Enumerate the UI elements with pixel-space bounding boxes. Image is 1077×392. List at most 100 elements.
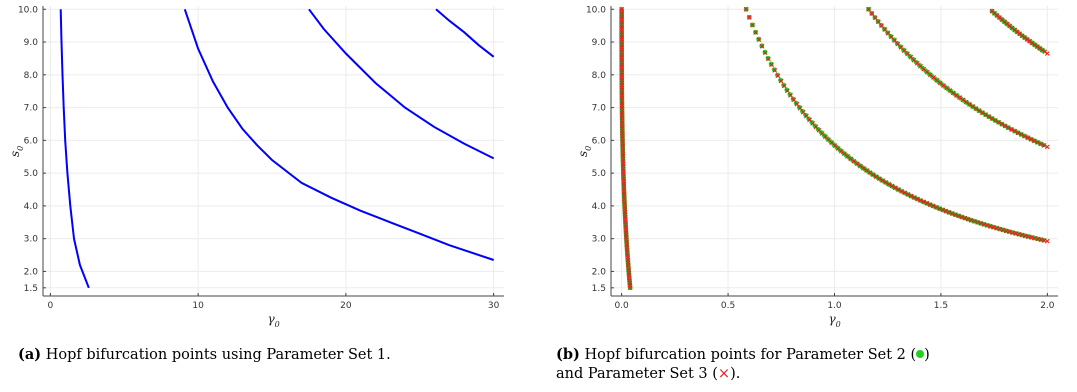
b-point-x bbox=[899, 188, 904, 194]
b-point-x bbox=[978, 220, 984, 226]
b-point-x bbox=[1000, 227, 1006, 233]
b-point-x bbox=[1035, 140, 1040, 145]
b-point-x bbox=[775, 73, 781, 79]
b-point-x bbox=[921, 199, 927, 205]
b-point-x bbox=[1042, 49, 1048, 55]
b-point-x bbox=[1032, 138, 1037, 144]
b-point-x bbox=[999, 121, 1005, 127]
b-point-x bbox=[902, 190, 908, 196]
b-point-x bbox=[1028, 137, 1034, 142]
b-point-x bbox=[949, 211, 955, 216]
a-y-tick-label: 10.0 bbox=[18, 5, 38, 15]
a-y-tick-label: 4.0 bbox=[24, 202, 39, 212]
a-y-tick-label: 6.0 bbox=[24, 136, 39, 146]
b-point-x bbox=[797, 105, 803, 111]
b-series-2-branch-1 bbox=[619, 6, 633, 291]
a-x-axis-label: γ0 bbox=[268, 312, 280, 329]
b-point-x bbox=[994, 225, 999, 231]
b-point-x bbox=[804, 113, 809, 119]
b-point-x bbox=[973, 106, 979, 111]
b-point-x bbox=[627, 285, 633, 291]
b-point-x bbox=[983, 112, 988, 118]
b-point-x bbox=[1018, 132, 1024, 137]
b-y-tick-label: 5.0 bbox=[592, 169, 607, 179]
b-point-x bbox=[876, 176, 882, 181]
caption-b-text-2: ) bbox=[924, 347, 930, 363]
hopf-chart-parameter-set-1: 0 10 20 30 1.5 2.0 3.0 4.0 5.0 6.0 7.0 8.0 9.0 10.0 γ0… bbox=[8, 5, 504, 329]
b-point-x bbox=[962, 215, 968, 221]
b-point-x bbox=[1034, 44, 1040, 50]
b-y-tick-label: 2.0 bbox=[592, 267, 607, 277]
panel-a: 0 10 20 30 1.5 2.0 3.0 4.0 5.0 6.0 7.0 8.0 9.0 10.0 γ0… bbox=[0, 0, 520, 392]
b-point-x bbox=[870, 172, 876, 177]
b-point-x bbox=[800, 109, 806, 115]
green-dot-icon bbox=[916, 350, 925, 358]
b-x-tick-label: 0.5 bbox=[721, 301, 735, 311]
b-point-x bbox=[883, 180, 889, 185]
b-point-x bbox=[769, 62, 774, 68]
b-point-x bbox=[960, 97, 966, 103]
b-point-x bbox=[867, 170, 873, 175]
b-point-x bbox=[746, 15, 752, 20]
red-x-icon: × bbox=[717, 366, 731, 382]
b-point-x bbox=[888, 34, 894, 40]
a-x-tick-label: 10 bbox=[192, 301, 204, 311]
b-point-x bbox=[861, 165, 866, 171]
caption-b-label: (b) bbox=[556, 346, 580, 363]
b-x-tick-label: 1.0 bbox=[827, 301, 842, 311]
a-series-line-4 bbox=[435, 8, 495, 58]
b-point-x bbox=[968, 217, 974, 223]
b-point-x bbox=[1002, 123, 1008, 129]
b-point-x bbox=[915, 196, 920, 202]
b-x-tick-label: 1.5 bbox=[934, 301, 948, 311]
b-point-x bbox=[1003, 228, 1009, 234]
b-series-2-branch-2 bbox=[743, 6, 1050, 244]
b-point-x bbox=[924, 200, 930, 206]
b-point-x bbox=[947, 88, 953, 93]
a-x-tick-label: 30 bbox=[488, 301, 500, 311]
b-point-x bbox=[857, 163, 863, 169]
b-point-x bbox=[1010, 230, 1015, 235]
b-point-x bbox=[892, 38, 897, 43]
b-point-x bbox=[892, 185, 898, 191]
b-point-x bbox=[866, 6, 871, 12]
b-y-tick-label: 6.0 bbox=[592, 136, 607, 146]
b-point-x bbox=[864, 168, 869, 173]
b-point-x bbox=[791, 97, 797, 103]
b-y-tick-label: 9.0 bbox=[592, 38, 607, 48]
b-point-x bbox=[970, 104, 975, 109]
b-point-x bbox=[869, 11, 875, 16]
b-y-axis-label: s0 bbox=[576, 146, 593, 157]
b-point-x bbox=[992, 118, 998, 123]
b-point-x bbox=[1038, 141, 1044, 147]
caption-b-text-1: Hopf bifurcation points for Parameter Se… bbox=[584, 347, 917, 363]
b-point-x bbox=[972, 218, 977, 224]
b-point-x bbox=[882, 27, 888, 32]
panel-b: 0.0 0.5 1.0 1.5 2.0 1.5 2.0 3.0 4.0 5.0 6.0 7.0 8.0 9… bbox=[556, 0, 1077, 392]
a-y-axis-label: s0 bbox=[8, 146, 25, 157]
b-point-x bbox=[1015, 130, 1021, 136]
b-point-x bbox=[997, 226, 1003, 232]
b-point-x bbox=[781, 83, 787, 89]
b-point-x bbox=[759, 43, 765, 49]
b-series-1-branch-3 bbox=[866, 6, 1046, 148]
b-point-x bbox=[872, 15, 878, 21]
b-point-x bbox=[987, 223, 993, 229]
b-point-x bbox=[885, 30, 891, 36]
b-point-x bbox=[1025, 135, 1031, 141]
b-point-x bbox=[989, 116, 995, 121]
a-series-line-3 bbox=[308, 8, 495, 160]
b-point-x bbox=[979, 110, 985, 115]
b-point-x bbox=[940, 83, 946, 88]
b-point-x bbox=[943, 208, 949, 214]
b-point-x bbox=[996, 119, 1001, 125]
b-point-x bbox=[927, 202, 933, 208]
b-point-x bbox=[879, 23, 884, 29]
b-point-x bbox=[753, 30, 759, 35]
b-point-x bbox=[750, 22, 755, 28]
b-point-x bbox=[940, 207, 946, 213]
b-point-x bbox=[944, 85, 949, 91]
b-point-x bbox=[880, 178, 885, 183]
b-y-tick-label: 7.0 bbox=[592, 104, 607, 114]
b-point-x bbox=[963, 99, 969, 105]
